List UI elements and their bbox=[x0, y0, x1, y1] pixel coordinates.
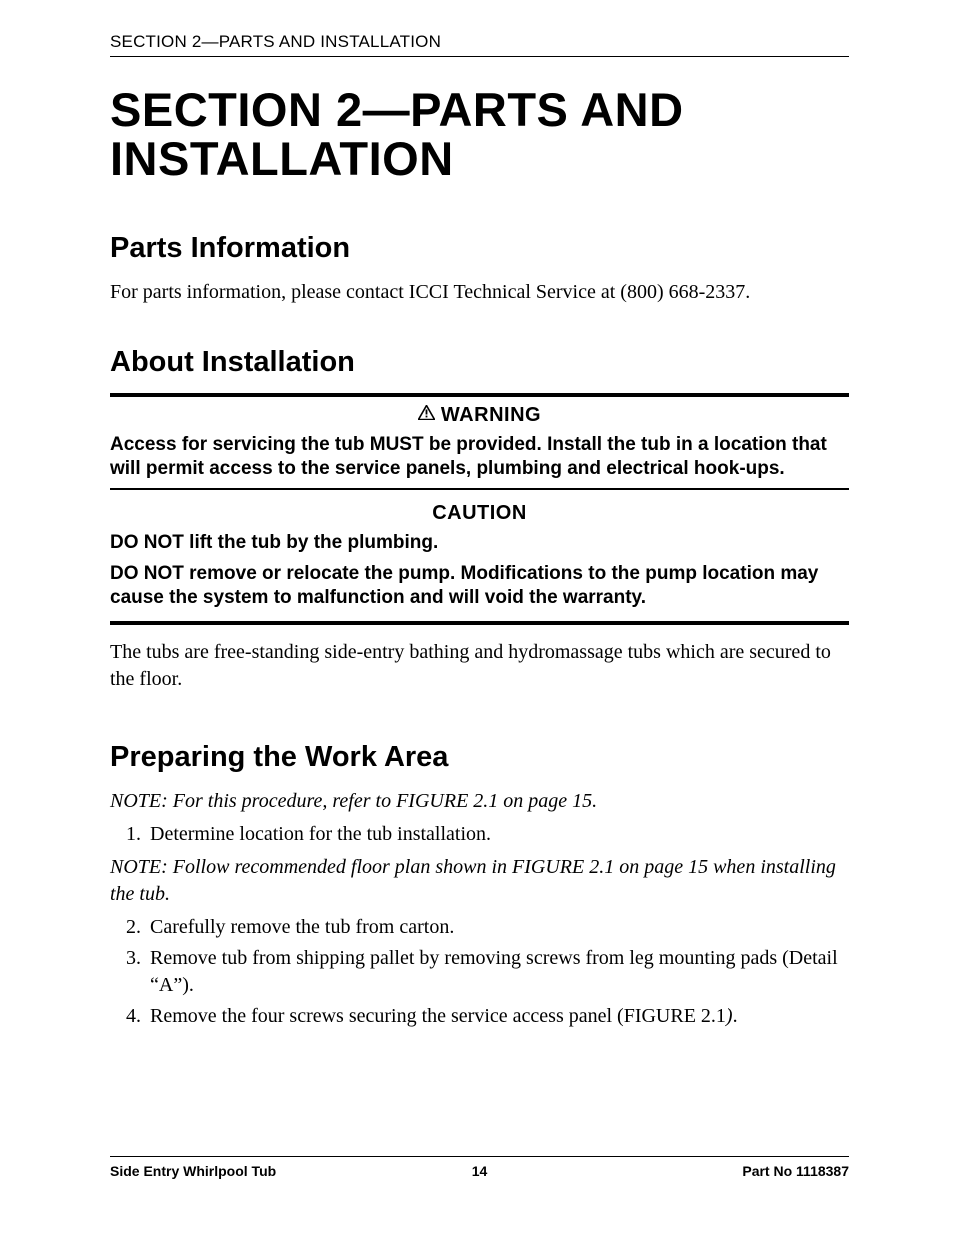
prep-step-4-paren: ) bbox=[726, 1005, 733, 1027]
running-header: SECTION 2—PARTS AND INSTALLATION bbox=[110, 32, 849, 57]
warning-rule-bottom bbox=[110, 488, 849, 490]
prep-note-1: NOTE: For this procedure, refer to FIGUR… bbox=[110, 788, 849, 815]
warning-heading: WARNING bbox=[110, 397, 849, 431]
warning-triangle-icon bbox=[418, 403, 435, 426]
heading-about-installation: About Installation bbox=[110, 346, 849, 379]
prep-step-4a: Remove the four screws securing the serv… bbox=[150, 1005, 726, 1027]
caution-heading: CAUTION bbox=[110, 496, 849, 529]
warning-label: WARNING bbox=[441, 404, 541, 426]
heading-parts-information: Parts Information bbox=[110, 232, 849, 265]
heading-preparing-work-area: Preparing the Work Area bbox=[110, 741, 849, 774]
page: SECTION 2—PARTS AND INSTALLATION SECTION… bbox=[0, 0, 954, 1235]
footer-page-number: 14 bbox=[110, 1163, 849, 1179]
prep-step-1: Determine location for the tub installat… bbox=[146, 821, 849, 848]
caution-line-1: DO NOT lift the tub by the plumbing. bbox=[110, 531, 849, 556]
parts-info-body: For parts information, please contact IC… bbox=[110, 279, 849, 306]
about-install-after: The tubs are free-standing side-entry ba… bbox=[110, 639, 849, 693]
caution-line-2: DO NOT remove or relocate the pump. Modi… bbox=[110, 562, 849, 625]
section-title: SECTION 2—PARTS AND INSTALLATION bbox=[110, 85, 849, 184]
prep-note-2: NOTE: Follow recommended floor plan show… bbox=[110, 854, 849, 908]
warning-body: Access for servicing the tub MUST be pro… bbox=[110, 433, 849, 482]
prep-step-4: Remove the four screws securing the serv… bbox=[146, 1003, 849, 1030]
page-footer: Side Entry Whirlpool Tub 14 Part No 1118… bbox=[110, 1156, 849, 1179]
prep-steps-1: Determine location for the tub installat… bbox=[110, 821, 849, 848]
prep-step-3: Remove tub from shipping pallet by remov… bbox=[146, 945, 849, 999]
prep-steps-2: Carefully remove the tub from carton. Re… bbox=[110, 914, 849, 1030]
prep-step-2: Carefully remove the tub from carton. bbox=[146, 914, 849, 941]
